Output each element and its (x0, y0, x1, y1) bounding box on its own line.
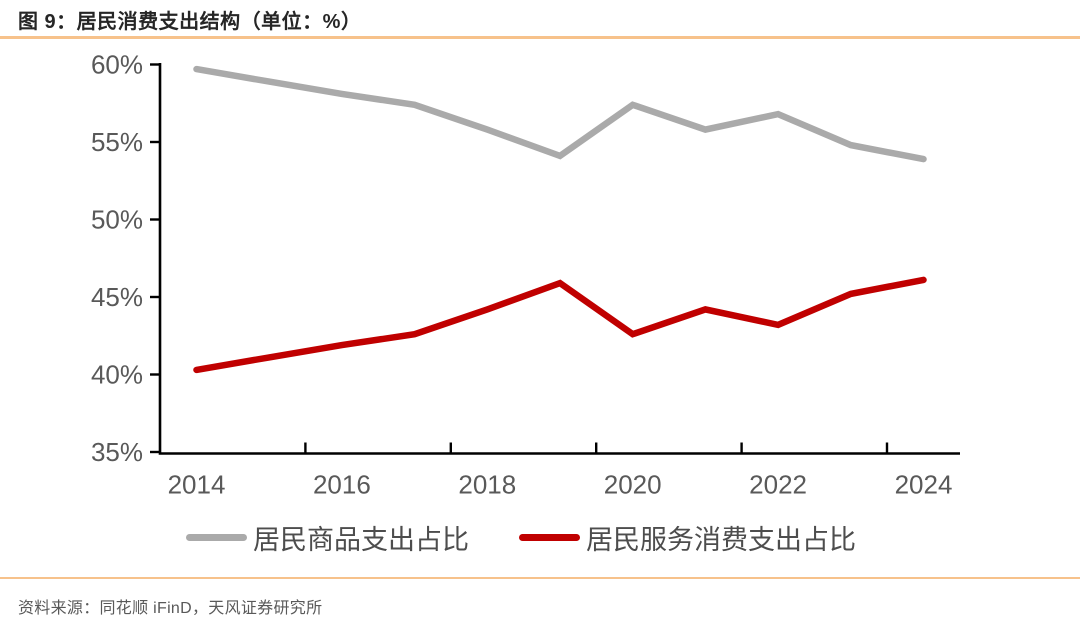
legend-item-goods: 居民商品支出占比 (186, 518, 469, 557)
legend-label-goods: 居民商品支出占比 (253, 524, 469, 556)
x-axis-tick-label: 2022 (749, 470, 807, 500)
footer-divider-rule (0, 577, 1080, 579)
goods-line-swatch (186, 533, 247, 541)
y-axis-tick-label: 35% (91, 437, 143, 467)
chart-title: 图 9：居民消费支出结构（单位：%） (18, 11, 362, 33)
x-axis-tick-label: 2024 (895, 470, 953, 500)
x-axis-tick-label: 2020 (604, 470, 662, 500)
x-axis-tick-label: 2018 (458, 470, 516, 500)
legend-item-services: 居民服务消费支出占比 (519, 518, 856, 557)
x-axis-tick-label: 2014 (168, 470, 226, 500)
y-axis-tick-label: 60% (91, 50, 143, 80)
chart-legend: 居民商品支出占比 居民服务消费支出占比 (186, 518, 856, 556)
x-axis-tick-label: 2016 (313, 470, 371, 500)
y-axis-tick-label: 50% (91, 205, 143, 235)
axis-lines (158, 63, 960, 455)
title-divider-rule (0, 36, 1080, 39)
y-axis-tick-label: 45% (91, 282, 143, 312)
services-series-line (193, 276, 927, 374)
goods-series-line (193, 65, 927, 163)
source-note: 资料来源：同花顺 iFinD，天风证券研究所 (18, 600, 323, 617)
y-axis-tick-label: 40% (91, 360, 143, 390)
legend-label-services: 居民服务消费支出占比 (586, 524, 856, 556)
y-axis-tick-label: 55% (91, 127, 143, 157)
services-line-swatch (519, 533, 580, 541)
